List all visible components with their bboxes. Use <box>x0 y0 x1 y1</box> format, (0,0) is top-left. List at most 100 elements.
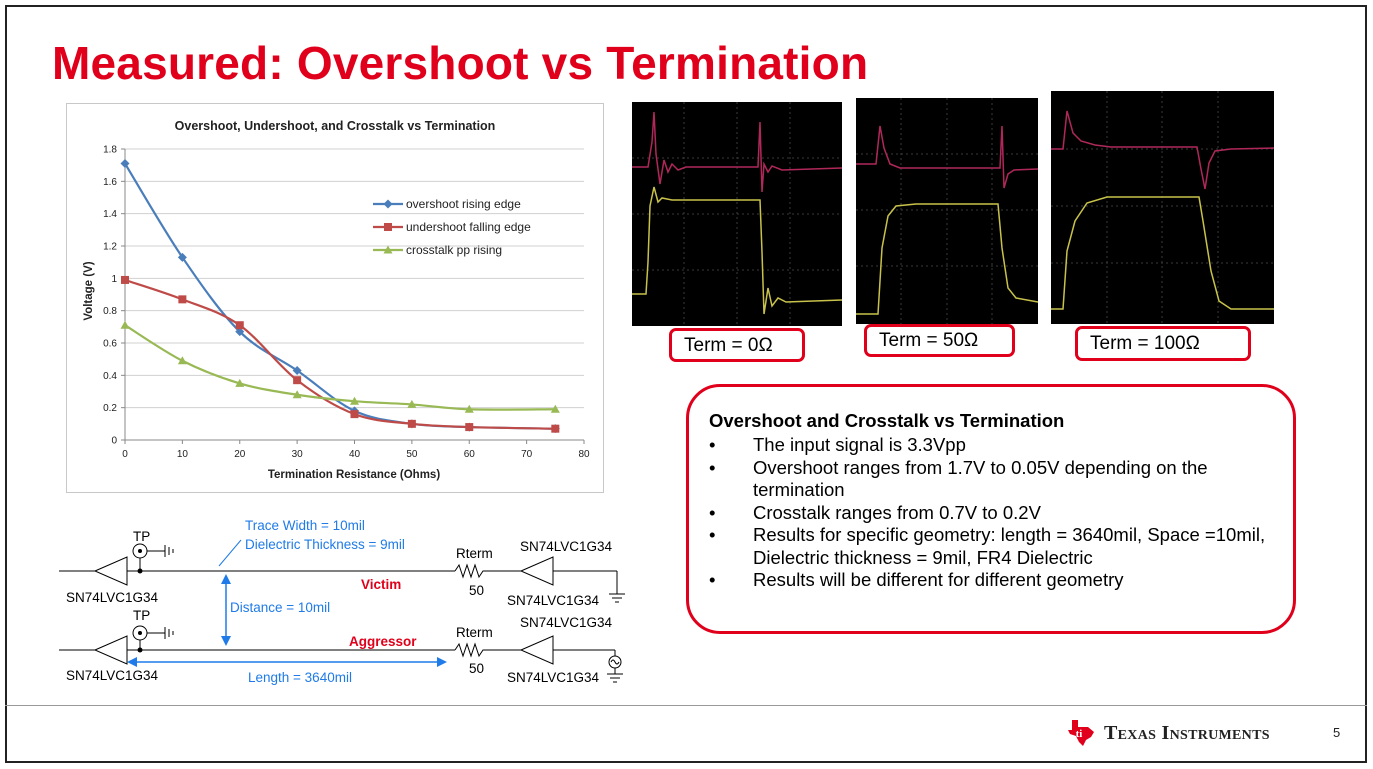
part-label-aggressor-receiver-top: SN74LVC1G34 <box>520 615 613 630</box>
x-tick-label: 40 <box>349 449 361 460</box>
summary-bullet: Overshoot ranges from 1.7V to 0.05V depe… <box>709 457 1273 502</box>
data-point <box>407 419 416 428</box>
buffer-icon <box>519 635 554 665</box>
length-label: Length = 3640mil <box>248 670 352 685</box>
chart-container: Overshoot, Undershoot, and Crosstalk vs … <box>66 103 604 493</box>
summary-bullet: Results will be different for different … <box>709 569 1273 592</box>
y-tick-label: 0.6 <box>103 339 117 350</box>
buffer-icon <box>93 556 128 586</box>
y-tick-label: 0.8 <box>103 306 117 317</box>
data-point <box>407 399 417 408</box>
y-tick-label: 1.2 <box>103 242 117 253</box>
dielectric-thickness-label: Dielectric Thickness = 9mil <box>245 537 405 552</box>
tp-label-aggressor: TP <box>133 608 150 623</box>
page-number: 5 <box>1333 725 1341 740</box>
data-point <box>177 252 187 262</box>
y-tick-label: 0.4 <box>103 371 117 382</box>
part-label-aggressor-driver: SN74LVC1G34 <box>66 668 159 683</box>
trace-width-label: Trace Width = 10mil <box>245 518 365 533</box>
legend-label: undershoot falling edge <box>406 220 531 234</box>
ti-brand-text: Texas Instruments <box>1104 722 1270 745</box>
data-point <box>383 199 393 209</box>
data-point <box>178 295 187 304</box>
summary-bullet: Results for specific geometry: length = … <box>709 524 1273 569</box>
y-axis-label: Voltage (V) <box>83 261 95 320</box>
x-tick-label: 70 <box>521 449 533 460</box>
part-label-victim-driver: SN74LVC1G34 <box>66 590 159 605</box>
part-label-aggressor-receiver: SN74LVC1G34 <box>507 670 600 685</box>
scope-capture-term-0 <box>632 102 842 326</box>
x-tick-label: 20 <box>234 449 246 460</box>
series-line <box>124 324 556 411</box>
y-tick-label: 1.6 <box>103 177 117 188</box>
summary-callout: Overshoot and Crosstalk vs Termination T… <box>686 384 1296 634</box>
summary-bullet: The input signal is 3.3Vpp <box>709 434 1273 457</box>
data-point <box>384 223 392 231</box>
term-label-100: Term = 100Ω <box>1075 326 1251 361</box>
legend-label: overshoot rising edge <box>406 197 521 211</box>
term-label-0: Term = 0Ω <box>669 328 805 362</box>
footer-divider <box>5 705 1367 706</box>
part-label-victim-receiver: SN74LVC1G34 <box>507 593 600 608</box>
data-point <box>464 404 474 413</box>
data-point <box>177 356 187 365</box>
data-point <box>293 376 302 385</box>
rterm-value-victim: 50 <box>469 583 484 598</box>
aggressor-label: Aggressor <box>349 634 417 649</box>
chart: Overshoot, Undershoot, and Crosstalk vs … <box>83 119 590 481</box>
series-undershoot-falling-edge <box>121 275 560 433</box>
data-point <box>465 423 474 432</box>
crosstalk-test-schematic: Trace Width = 10mil Dielectric Thickness… <box>59 518 625 685</box>
series-crosstalk-pp-rising <box>120 320 560 413</box>
term-label-50: Term = 50Ω <box>864 324 1015 357</box>
data-point <box>120 159 130 169</box>
y-tick-label: 0 <box>111 436 117 447</box>
data-point <box>551 424 560 433</box>
x-tick-label: 30 <box>292 449 304 460</box>
y-tick-label: 0.2 <box>103 403 117 414</box>
part-label-victim-receiver-top: SN74LVC1G34 <box>520 539 613 554</box>
x-tick-label: 80 <box>578 449 590 460</box>
x-tick-label: 50 <box>406 449 418 460</box>
y-tick-label: 1.4 <box>103 209 117 220</box>
data-point <box>292 365 302 375</box>
texas-state-icon: ti <box>1068 720 1094 746</box>
rterm-label-victim: Rterm <box>456 546 493 561</box>
buffer-icon <box>93 635 128 665</box>
scope-capture-term-100 <box>1051 91 1274 324</box>
data-point <box>550 404 560 413</box>
scope-capture-term-50 <box>856 98 1038 324</box>
victim-label: Victim <box>361 577 401 592</box>
buffer-icon <box>519 556 554 586</box>
data-point <box>235 321 244 330</box>
legend-label: crosstalk pp rising <box>406 243 502 257</box>
tp-label-victim: TP <box>133 529 150 544</box>
data-point <box>350 410 359 419</box>
rterm-value-aggressor: 50 <box>469 661 484 676</box>
x-tick-label: 60 <box>464 449 476 460</box>
data-point <box>235 327 245 337</box>
ti-brand-name: Texas Instruments <box>1104 721 1270 744</box>
slide-title: Measured: Overshoot vs Termination <box>52 37 869 89</box>
distance-label: Distance = 10mil <box>230 600 330 615</box>
x-axis-label: Termination Resistance (Ohms) <box>268 469 440 481</box>
data-point <box>120 320 130 329</box>
y-tick-label: 1.8 <box>103 145 117 156</box>
data-point <box>292 390 302 399</box>
summary-bullet: Crosstalk ranges from 0.7V to 0.2V <box>709 502 1273 525</box>
data-point <box>383 245 393 254</box>
x-tick-label: 10 <box>177 449 189 460</box>
data-point <box>121 275 129 284</box>
svg-text:ti: ti <box>1076 728 1083 740</box>
summary-list: The input signal is 3.3Vpp Overshoot ran… <box>709 434 1273 592</box>
x-tick-label: 0 <box>122 449 128 460</box>
slide-frame <box>5 5 1367 763</box>
data-point <box>350 396 359 405</box>
chart-title: Overshoot, Undershoot, and Crosstalk vs … <box>175 119 496 133</box>
y-tick-label: 1 <box>111 274 117 285</box>
rterm-label-aggressor: Rterm <box>456 625 493 640</box>
summary-heading: Overshoot and Crosstalk vs Termination <box>709 410 1065 431</box>
series-line <box>124 278 556 430</box>
data-point <box>235 378 245 387</box>
